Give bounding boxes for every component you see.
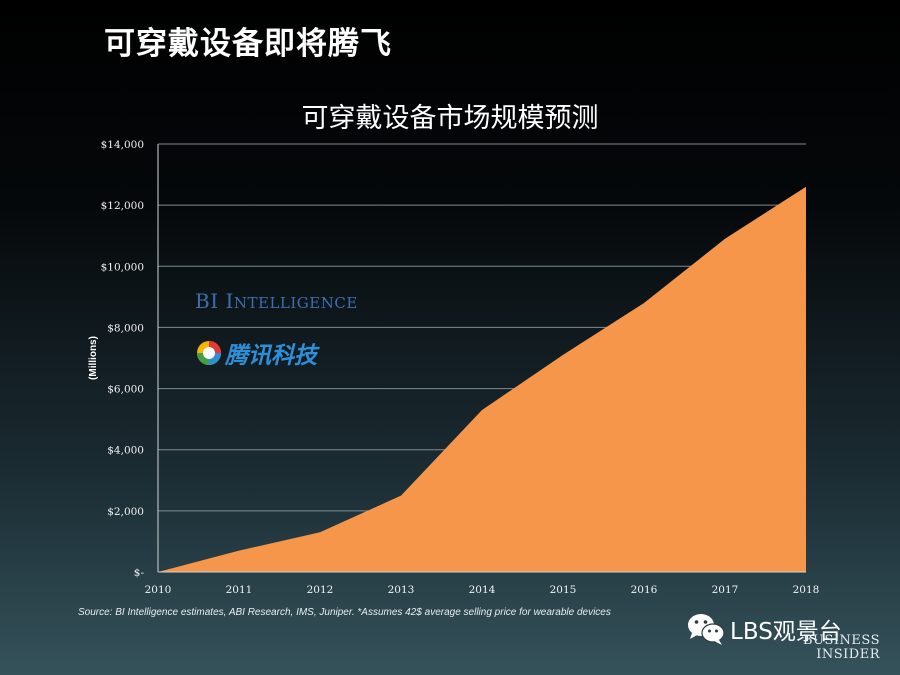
slide-title: 可穿戴设备即将腾飞 — [104, 26, 392, 62]
chart-title: 可穿戴设备市场规模预测 — [301, 103, 599, 134]
y-axis-label: (Millions) — [88, 336, 99, 380]
x-tick-label: 2015 — [550, 584, 577, 596]
bi-intelligence-logo: BI INTELLIGENCE — [195, 289, 358, 313]
source-note: Source: BI Intelligence estimates, ABI R… — [78, 607, 611, 618]
tencent-tech-text: 腾讯科技 — [225, 343, 317, 369]
brand-line-2: INSIDER — [816, 647, 880, 662]
x-tick-label: 2018 — [793, 584, 820, 596]
x-tick-label: 2010 — [145, 584, 172, 596]
wechat-account-name: LBS观景台 — [730, 619, 842, 645]
y-tick-label: $6,000 — [107, 384, 144, 396]
wechat-watermark: LBS观景台 — [686, 612, 842, 646]
brand-line-1: BUSINESS — [803, 633, 880, 648]
y-tick-label: $- — [134, 567, 145, 579]
y-tick-label: $4,000 — [107, 445, 144, 457]
x-tick-label: 2017 — [712, 584, 739, 596]
x-tick-label: 2011 — [226, 584, 253, 596]
x-tick-label: 2014 — [469, 584, 496, 596]
tencent-logo-icon — [197, 341, 221, 365]
area-series — [158, 186, 806, 573]
x-tick-label: 2013 — [388, 584, 415, 596]
wechat-icon — [688, 614, 725, 645]
y-tick-label: $12,000 — [101, 200, 144, 212]
y-tick-label: $10,000 — [101, 261, 144, 273]
tencent-tech-logo: 腾讯科技 — [196, 336, 317, 370]
x-tick-label: 2016 — [631, 584, 658, 596]
x-tick-label: 2012 — [307, 584, 334, 596]
y-tick-labels: $- $2,000 $4,000 $6,000 $8,000 $10,000 $12,000… — [101, 139, 145, 579]
bi-logo-rest: NTELLIGENCE — [233, 294, 358, 312]
bi-logo-prefix: BI I — [195, 289, 234, 313]
business-insider-logo: BUSINESS INSIDER — [800, 634, 880, 662]
x-tick-labels: 2010 2011 2012 2013 2014 2015 2016 2017 2018 — [145, 584, 820, 596]
y-tick-label: $14,000 — [101, 139, 144, 151]
y-tick-label: $8,000 — [107, 322, 144, 334]
y-tick-label: $2,000 — [107, 506, 144, 518]
axes — [157, 144, 806, 573]
